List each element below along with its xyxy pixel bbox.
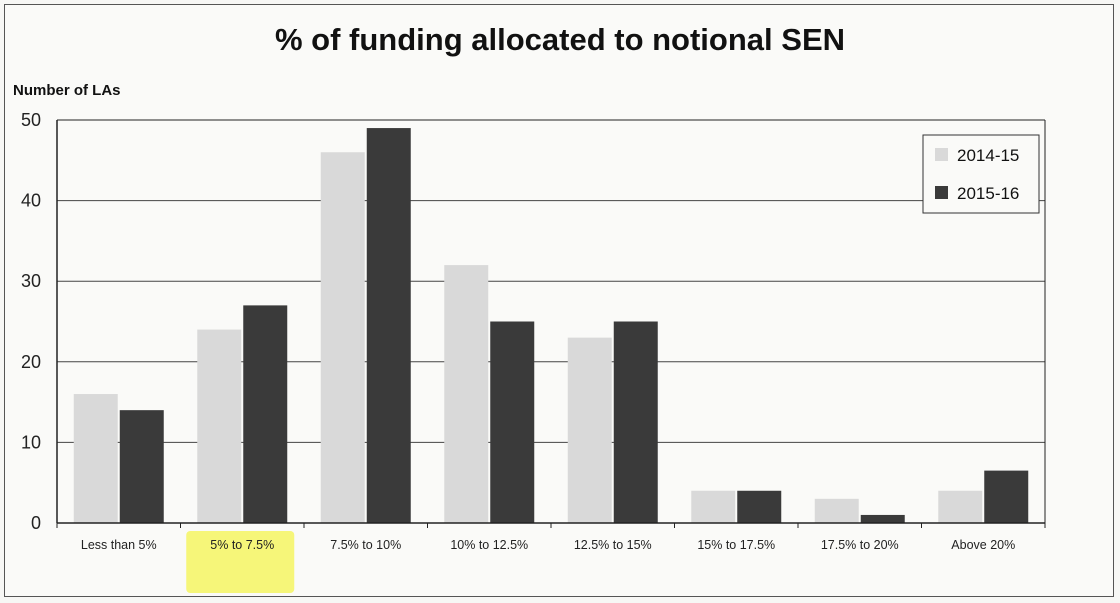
legend-label: 2014-15 <box>957 146 1019 165</box>
y-tick-label: 0 <box>31 513 41 533</box>
chart-frame: 0 10 20 30 40 50 Less than 5% 5% to 7.5% 7.5% to… <box>4 4 1114 597</box>
y-tick-label: 30 <box>21 271 41 291</box>
y-tick-label: 40 <box>21 191 41 211</box>
x-tick-label: 10% to 12.5% <box>450 538 528 552</box>
bar-2015-16 <box>613 321 658 523</box>
chart: 0 10 20 30 40 50 Less than 5% 5% to 7.5% 7.5% to… <box>13 22 1046 593</box>
legend-label: 2015-16 <box>957 184 1019 203</box>
bar-2015-16 <box>860 514 905 523</box>
bar-2014-15 <box>814 498 859 523</box>
bar-2014-15 <box>567 337 612 523</box>
bar-2015-16 <box>366 128 411 523</box>
bar-2015-16 <box>119 410 164 523</box>
bar-2015-16 <box>984 470 1029 523</box>
y-tick-label: 50 <box>21 110 41 130</box>
legend-swatch <box>935 186 948 199</box>
x-tick-label: 7.5% to 10% <box>330 538 401 552</box>
bar-2014-15 <box>938 490 983 523</box>
legend-swatch <box>935 148 948 161</box>
y-tick-label: 10 <box>21 432 41 452</box>
bar-2014-15 <box>320 152 365 524</box>
bar-2014-15 <box>73 394 118 523</box>
y-tick-label: 20 <box>21 352 41 372</box>
chart-title: % of funding allocated to notional SEN <box>275 22 845 57</box>
highlighter-mark <box>186 531 295 593</box>
bar-2015-16 <box>490 321 535 523</box>
bar-2014-15 <box>444 265 489 523</box>
x-tick-label: 5% to 7.5% <box>210 538 274 552</box>
y-axis-label: Number of LAs <box>13 82 121 99</box>
bar-2015-16 <box>737 490 782 523</box>
x-tick-label: Above 20% <box>951 538 1015 552</box>
bar-2015-16 <box>243 305 288 523</box>
bar-2014-15 <box>691 490 736 523</box>
x-tick-label: 15% to 17.5% <box>697 538 775 552</box>
bar-2014-15 <box>197 329 242 523</box>
x-tick-label: Less than 5% <box>81 538 157 552</box>
x-tick-label: 12.5% to 15% <box>574 538 652 552</box>
x-tick-label: 17.5% to 20% <box>821 538 899 552</box>
